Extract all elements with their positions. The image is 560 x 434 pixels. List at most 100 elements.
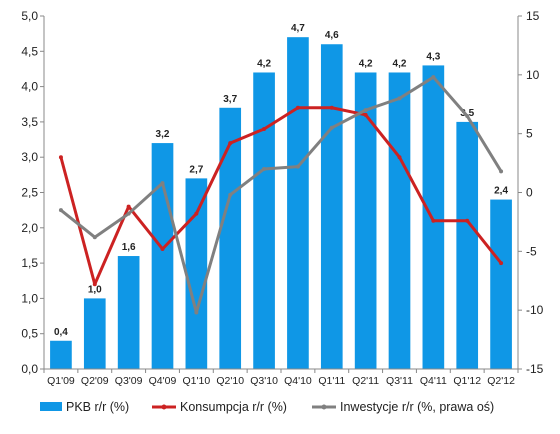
pkb-bar-label: 3,5 — [460, 108, 474, 119]
x-tick-label: Q2'11 — [352, 375, 379, 387]
x-tick-label: Q1'11 — [318, 375, 345, 387]
right-axis-ticks: -15 -10 -5 0 5 10 15 — [518, 9, 544, 376]
konsumpcja-point — [397, 155, 402, 160]
pkb-bar — [490, 199, 512, 369]
inwestycje-point — [329, 125, 334, 130]
inwestycje-point — [499, 169, 504, 174]
pkb-bar — [185, 178, 208, 369]
inwestycje-point — [262, 166, 267, 171]
pkb-bar-label: 3,2 — [156, 129, 170, 140]
inwestycje-point — [228, 192, 233, 197]
inwestycje-line — [59, 75, 503, 315]
right-tick-label: -5 — [526, 244, 537, 258]
konsumpcja-point — [329, 105, 334, 110]
konsumpcja-point — [499, 261, 504, 266]
pkb-bar-label: 4,2 — [257, 58, 271, 69]
x-tick-label: Q1'10 — [183, 375, 211, 387]
line-series — [58, 75, 504, 315]
pkb-bar-label: 2,4 — [494, 186, 508, 197]
pkb-bar — [456, 121, 479, 370]
inwestycje-point — [431, 75, 436, 80]
left-tick-label: 1,0 — [21, 291, 38, 305]
left-axis-ticks: 0,0 0,5 1,0 1,5 2,0 2,5 3,0 3,5 4,0 4,5 5,0 — [21, 9, 44, 376]
inwestycje-point — [92, 235, 97, 240]
legend-label: PKB r/r (%) — [66, 400, 129, 414]
x-axis-ticks: Q1'09 Q2'09 Q3'09 Q4'09 Q1'10 Q2'10 Q3'10 Q4'10… — [43, 369, 519, 387]
pkb-bar — [388, 72, 411, 369]
left-tick-label: 1,5 — [21, 256, 38, 270]
konsumpcja-point — [126, 204, 131, 209]
right-tick-label: -10 — [526, 303, 544, 317]
x-tick-label: Q3'09 — [115, 375, 143, 387]
konsumpcja-point — [431, 218, 436, 223]
left-tick-label: 2,0 — [21, 221, 38, 235]
pkb-bar-label: 4,2 — [359, 58, 373, 69]
konsumpcja-point — [295, 105, 300, 110]
legend-swatch-marker — [321, 404, 327, 410]
pkb-bar — [320, 44, 343, 370]
inwestycje-point — [363, 108, 368, 113]
konsumpcja-line — [59, 106, 503, 286]
x-tick-label: Q4'09 — [149, 375, 177, 387]
left-tick-label: 5,0 — [21, 9, 38, 23]
pkb-bar — [151, 143, 174, 369]
pkb-bars — [50, 37, 512, 370]
inwestycje-point — [126, 211, 131, 216]
right-tick-label: 10 — [526, 68, 540, 82]
right-tick-label: 5 — [526, 127, 533, 141]
left-tick-label: 2,5 — [21, 186, 38, 200]
pkb-bar-labels: 0,4 1,0 1,6 3,2 2,7 3,7 4,2 4,7 4,6 4,2 4,2 4,3 3,5 2… — [54, 23, 508, 338]
x-tick-label: Q1'09 — [47, 375, 75, 387]
pkb-bar — [83, 298, 106, 369]
inwestycje-point — [295, 164, 300, 169]
x-tick-label: Q4'11 — [420, 375, 447, 387]
x-tick-label: Q2'10 — [216, 375, 244, 387]
legend-item-inwestycje: Inwestycje r/r (%, prawa oś) — [312, 400, 494, 414]
left-tick-label: 0,0 — [21, 362, 38, 376]
legend-swatch-marker — [161, 404, 167, 410]
pkb-bar-label: 1,6 — [122, 242, 136, 253]
legend-label: Inwestycje r/r (%, prawa oś) — [340, 400, 494, 414]
pkb-bar-label: 4,6 — [325, 30, 339, 41]
x-tick-label: Q2'09 — [81, 375, 109, 387]
konsumpcja-point — [262, 126, 267, 131]
right-tick-label: -15 — [526, 362, 544, 376]
konsumpcja-point — [465, 218, 470, 223]
x-tick-label: Q2'12 — [487, 375, 515, 387]
pkb-bar — [219, 107, 242, 369]
legend-swatch-bar — [40, 402, 62, 411]
pkb-bar — [287, 37, 309, 370]
inwestycje-point — [397, 96, 402, 101]
inwestycje-point — [160, 181, 165, 186]
pkb-bar-label: 0,4 — [54, 327, 68, 338]
left-tick-label: 4,5 — [21, 44, 38, 58]
pkb-bar-label: 2,7 — [189, 164, 203, 175]
left-tick-label: 0,5 — [21, 327, 38, 341]
inwestycje-point — [465, 114, 470, 119]
pkb-bar-label: 4,2 — [393, 58, 407, 69]
pkb-bar — [422, 65, 445, 370]
pkb-bar-label: 1,0 — [88, 284, 102, 295]
legend: PKB r/r (%) Konsumpcja r/r (%) Inwestycje … — [40, 400, 494, 414]
konsumpcja-point — [92, 282, 97, 287]
inwestycje-point — [194, 310, 199, 315]
left-tick-label: 3,5 — [21, 115, 38, 129]
pkb-bar-label: 3,7 — [223, 94, 237, 105]
x-tick-label: Q3'11 — [386, 375, 413, 387]
konsumpcja-point — [228, 141, 233, 146]
x-tick-label: Q4'10 — [284, 375, 312, 387]
inwestycje-point — [58, 208, 63, 213]
axes — [43, 16, 519, 370]
konsumpcja-point — [194, 211, 199, 216]
pkb-bar — [117, 256, 140, 369]
right-tick-label: 15 — [526, 9, 540, 23]
pkb-bar — [50, 340, 72, 369]
x-tick-label: Q1'12 — [453, 375, 481, 387]
left-tick-label: 4,0 — [21, 80, 38, 94]
konsumpcja-point — [58, 155, 63, 160]
konsumpcja-point — [160, 246, 165, 251]
right-tick-label: 0 — [526, 186, 533, 200]
left-tick-label: 3,0 — [21, 150, 38, 164]
